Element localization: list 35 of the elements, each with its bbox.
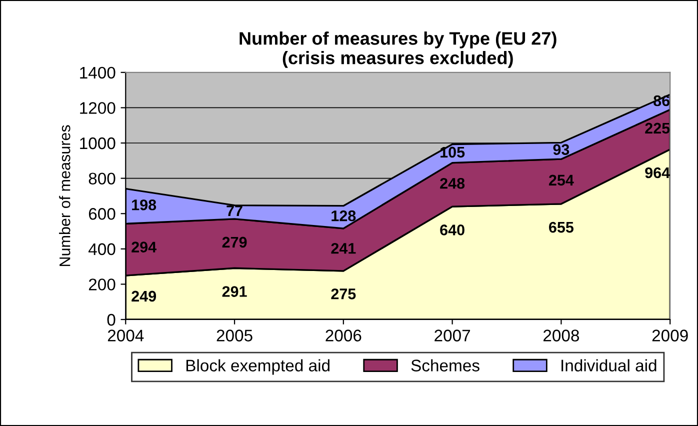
y-tick-label: 400 [88, 243, 116, 256]
data-label: 964 [645, 167, 670, 178]
data-label: 128 [332, 210, 356, 222]
x-tick-label: 2008 [543, 330, 580, 342]
data-label: 275 [331, 288, 356, 300]
data-label: 105 [440, 146, 465, 158]
y-axis-title: Number of measures [59, 125, 70, 266]
data-label: 249 [132, 290, 156, 302]
legend-label: Individual aid [562, 359, 656, 372]
data-label: 279 [222, 236, 247, 248]
y-tick-label: 800 [88, 172, 116, 185]
x-tick-label: 2004 [108, 330, 144, 342]
chart-title: Number of measures by Type (EU 27) (crisis measures excluded) [240, 32, 556, 68]
y-tick-label: 1000 [80, 137, 116, 150]
legend-label: Block exempted aid [186, 359, 330, 375]
x-tick-label: 2006 [326, 330, 362, 342]
legend-label: Schemes [411, 359, 480, 372]
data-label: 640 [440, 224, 464, 236]
data-label: 291 [222, 286, 247, 297]
data-label: 198 [132, 199, 156, 210]
y-tick-label: 600 [88, 208, 116, 220]
x-tick-label: 2005 [216, 330, 252, 342]
x-tick-label: 2009 [652, 330, 688, 342]
y-tick-label: 1200 [80, 102, 116, 114]
y-tick-label: 200 [88, 278, 116, 290]
x-tick-label: 2007 [434, 330, 470, 342]
data-label: 93 [553, 144, 570, 155]
data-label: 254 [548, 174, 574, 186]
data-label: 294 [132, 242, 156, 252]
y-tick-label: 0 [107, 314, 116, 326]
y-tick-label: 1400 [80, 66, 116, 79]
data-label: 241 [331, 242, 356, 254]
data-label: 655 [549, 222, 574, 233]
data-label: 248 [440, 178, 465, 189]
data-label: 225 [645, 122, 670, 134]
